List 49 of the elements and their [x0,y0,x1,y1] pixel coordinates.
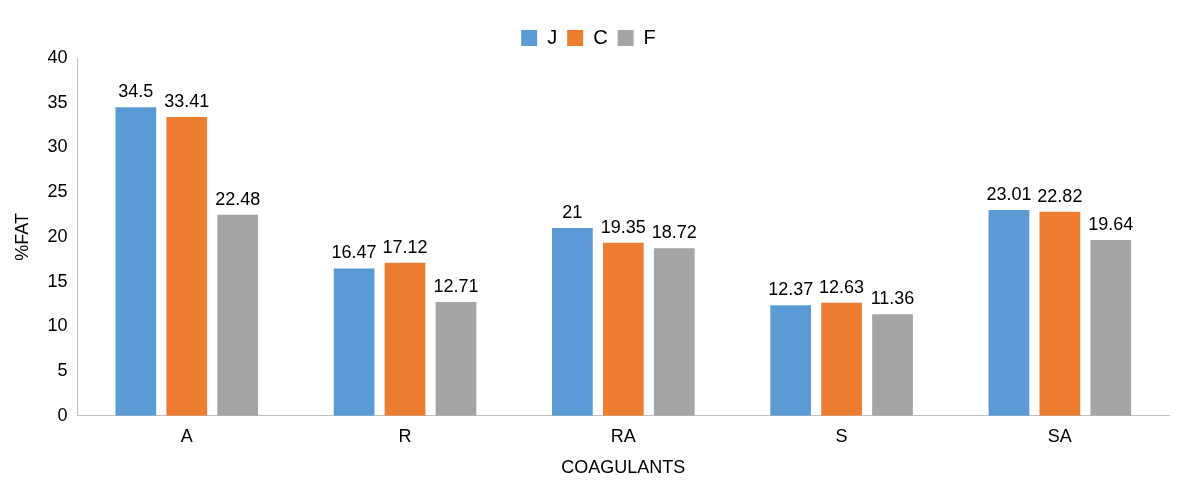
data-label: 12.71 [433,276,479,297]
data-label: 17.12 [382,236,428,257]
data-label: 12.37 [768,279,814,300]
data-label: 21 [562,201,583,222]
x-tick-label: R [398,425,412,446]
bar [1039,211,1081,416]
bar [217,214,259,416]
data-label: 22.48 [215,188,261,209]
bar [821,302,862,416]
bar [770,305,812,416]
y-tick-label: 25 [47,181,68,202]
y-tick-label: 35 [47,91,68,112]
data-label: 19.35 [600,216,646,237]
y-tick-label: 30 [47,136,68,157]
bar [166,116,208,416]
x-tick-label: S [835,425,848,446]
y-tick-label: 15 [47,270,68,291]
y-tick-label: 0 [57,404,68,425]
data-label: 34.5 [118,81,154,102]
bar [384,262,426,416]
bar [333,268,375,416]
y-tick-label: 5 [57,360,68,381]
legend-label: C [593,25,608,48]
y-tick-label: 10 [47,315,68,336]
data-label: 12.63 [819,276,865,297]
bar [872,314,913,416]
legend-label: J [547,25,558,48]
x-axis-title: COAGULANTS [561,457,686,478]
y-tick-label: 40 [47,46,68,67]
bar [115,107,157,416]
bar [653,248,695,416]
x-tick-label: SA [1047,425,1072,446]
data-label: 33.41 [164,90,210,111]
bar [988,209,1030,416]
data-label: 18.72 [651,222,697,243]
data-label: 23.01 [986,183,1032,204]
bar [1090,240,1132,416]
y-axis-title: %FAT [11,213,32,261]
x-tick-label: RA [610,425,636,446]
bar [552,227,593,416]
x-tick-label: A [180,425,193,446]
data-label: 19.64 [1088,214,1134,235]
bar [435,302,477,416]
legend-label: F [643,25,656,48]
y-tick-label: 20 [47,225,68,246]
bar [602,242,644,416]
data-label: 22.82 [1037,185,1083,206]
data-label: 11.36 [870,288,915,309]
data-label: 16.47 [331,242,377,263]
